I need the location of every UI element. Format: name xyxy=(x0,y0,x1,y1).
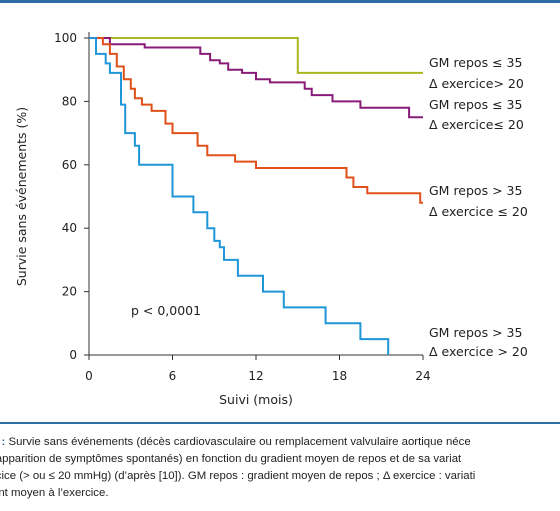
figure-number: 2 : xyxy=(0,436,6,448)
y-tick-label: 40 xyxy=(62,221,77,235)
x-tick-label: 12 xyxy=(248,369,263,383)
caption-text-1: Survie sans événements (décès cardiovasc… xyxy=(8,436,471,448)
x-tick-label: 6 xyxy=(169,369,177,383)
y-tick-label: 20 xyxy=(62,285,77,299)
series-label-4-line2: Δ exercice > 20 xyxy=(429,344,528,359)
x-axis-title: Suivi (mois) xyxy=(219,392,293,407)
series-label-3-line2: Δ exercice ≤ 20 xyxy=(429,204,528,219)
figure-caption: 2 : Survie sans événements (décès cardio… xyxy=(0,422,560,511)
x-tick-label: 18 xyxy=(332,369,347,383)
series-label-1-line2: Δ exercice> 20 xyxy=(429,76,524,91)
series-line-2 xyxy=(89,37,423,119)
series-line-4 xyxy=(89,37,390,355)
y-tick-label: 60 xyxy=(62,158,77,172)
caption-line-3: rcice (> ou ≤ 20 mmHg) (d’après [10]). G… xyxy=(0,470,476,482)
p-value-annotation: p < 0,0001 xyxy=(131,303,201,318)
y-tick-label: 100 xyxy=(54,31,77,45)
series-label-1-line1: GM repos ≤ 35 xyxy=(429,55,522,70)
caption-line-4: ent moyen à l’exercice. xyxy=(0,487,109,499)
series-label-2-line1: GM repos ≤ 35 xyxy=(429,97,522,112)
top-rule xyxy=(0,0,560,3)
y-tick-label: 80 xyxy=(62,94,77,108)
figure: 0 20 40 60 80 100 0 6 12 18 24 Suivi (mois) Survie s… xyxy=(0,0,560,407)
x-tick-label: 0 xyxy=(85,369,93,383)
series-label-2-line2: Δ exercice≤ 20 xyxy=(429,117,524,132)
series-label-3-line1: GM repos > 35 xyxy=(429,183,522,198)
y-axis-title: Survie sans événements (%) xyxy=(14,107,29,286)
y-tick-label: 0 xyxy=(69,348,77,362)
survival-chart: 0 20 40 60 80 100 0 6 12 18 24 Suivi (mois) Survie s… xyxy=(14,31,528,407)
x-tick-label: 24 xyxy=(415,369,430,383)
caption-line-2: (apparition de symptômes spontanés) en f… xyxy=(0,453,462,465)
caption-line-1: 2 : Survie sans événements (décès cardio… xyxy=(0,434,560,450)
series-label-4-line1: GM repos > 35 xyxy=(429,325,522,340)
series-line-3 xyxy=(89,37,423,204)
series-line-1 xyxy=(89,37,423,74)
